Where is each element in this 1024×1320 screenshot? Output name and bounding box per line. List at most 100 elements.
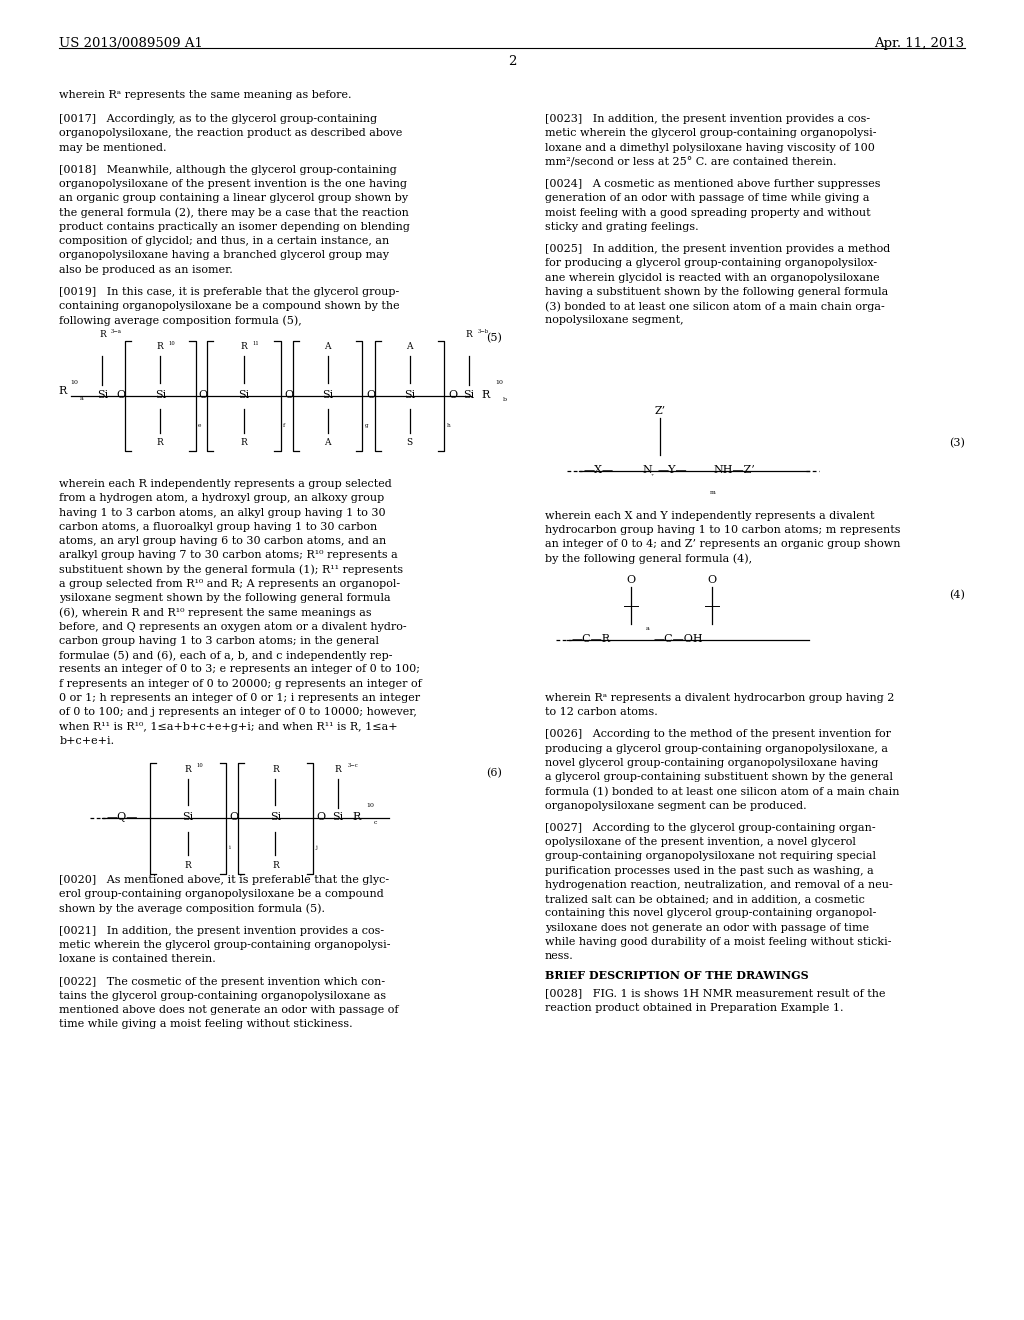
Text: Si: Si <box>464 389 474 400</box>
Text: O: O <box>117 389 125 400</box>
Text: Si: Si <box>404 389 415 400</box>
Text: [0020]   As mentioned above, it is preferable that the glyc-: [0020] As mentioned above, it is prefera… <box>59 875 389 886</box>
Text: aralkyl group having 7 to 30 carbon atoms; R¹⁰ represents a: aralkyl group having 7 to 30 carbon atom… <box>59 550 398 561</box>
Text: an organic group containing a linear glycerol group shown by: an organic group containing a linear gly… <box>59 193 409 203</box>
Text: b+c+e+i.: b+c+e+i. <box>59 735 115 746</box>
Text: of 0 to 100; and j represents an integer of 0 to 10000; however,: of 0 to 100; and j represents an integer… <box>59 708 417 717</box>
Text: 10: 10 <box>197 763 203 768</box>
Text: substituent shown by the general formula (1); R¹¹ represents: substituent shown by the general formula… <box>59 565 403 576</box>
Text: —Q—: —Q— <box>106 812 138 822</box>
Text: a: a <box>80 396 84 401</box>
Text: to 12 carbon atoms.: to 12 carbon atoms. <box>545 708 657 717</box>
Text: b: b <box>503 397 507 403</box>
Text: 3−a: 3−a <box>111 329 122 334</box>
Text: formulae (5) and (6), each of a, b, and c independently rep-: formulae (5) and (6), each of a, b, and … <box>59 651 393 661</box>
Text: A: A <box>325 342 331 351</box>
Text: composition of glycidol; and thus, in a certain instance, an: composition of glycidol; and thus, in a … <box>59 236 390 246</box>
Text: organopolysiloxane, the reaction product as described above: organopolysiloxane, the reaction product… <box>59 128 402 139</box>
Text: Z’: Z’ <box>655 405 666 416</box>
Text: R: R <box>481 389 489 400</box>
Text: (3) bonded to at least one silicon atom of a main chain orga-: (3) bonded to at least one silicon atom … <box>545 301 885 312</box>
Text: R: R <box>184 764 191 774</box>
Text: (5): (5) <box>485 333 502 343</box>
Text: following average composition formula (5),: following average composition formula (5… <box>59 315 302 326</box>
Text: for producing a glycerol group-containing organopolysilox-: for producing a glycerol group-containin… <box>545 259 877 268</box>
Text: wherein each R independently represents a group selected: wherein each R independently represents … <box>59 479 392 490</box>
Text: O: O <box>316 812 325 822</box>
Text: h: h <box>446 422 451 428</box>
Text: ane wherein glycidol is reacted with an organopolysiloxane: ane wherein glycidol is reacted with an … <box>545 272 880 282</box>
Text: metic wherein the glycerol group-containing organopolysi-: metic wherein the glycerol group-contain… <box>59 940 391 950</box>
Text: —X—: —X— <box>584 465 613 475</box>
Text: j: j <box>315 845 317 850</box>
Text: wherein Rᵃ represents the same meaning as before.: wherein Rᵃ represents the same meaning a… <box>59 90 352 100</box>
Text: R: R <box>352 812 360 822</box>
Text: R: R <box>157 342 164 351</box>
Text: US 2013/0089509 A1: US 2013/0089509 A1 <box>59 37 204 50</box>
Text: before, and Q represents an oxygen atom or a divalent hydro-: before, and Q represents an oxygen atom … <box>59 622 407 632</box>
Text: producing a glycerol group-containing organopolysiloxane, a: producing a glycerol group-containing or… <box>545 743 888 754</box>
Text: containing this novel glycerol group-containing organopol-: containing this novel glycerol group-con… <box>545 908 877 919</box>
Text: ysiloxane segment shown by the following general formula: ysiloxane segment shown by the following… <box>59 593 391 603</box>
Text: purification processes used in the past such as washing, a: purification processes used in the past … <box>545 866 873 875</box>
Text: hydrogenation reaction, neutralization, and removal of a neu-: hydrogenation reaction, neutralization, … <box>545 880 893 890</box>
Text: R: R <box>184 861 191 870</box>
Text: organopolysiloxane of the present invention is the one having: organopolysiloxane of the present invent… <box>59 180 408 189</box>
Text: novel glycerol group-containing organopolysiloxane having: novel glycerol group-containing organopo… <box>545 758 879 768</box>
Text: [0023]   In addition, the present invention provides a cos-: [0023] In addition, the present inventio… <box>545 115 870 124</box>
Text: O: O <box>285 389 293 400</box>
Text: wherein each X and Y independently represents a divalent: wherein each X and Y independently repre… <box>545 511 874 521</box>
Text: (6), wherein R and R¹⁰ represent the same meanings as: (6), wherein R and R¹⁰ represent the sam… <box>59 607 372 618</box>
Text: loxane is contained therein.: loxane is contained therein. <box>59 954 216 965</box>
Text: from a hydrogen atom, a hydroxyl group, an alkoxy group: from a hydrogen atom, a hydroxyl group, … <box>59 494 385 503</box>
Text: 2: 2 <box>508 55 516 69</box>
Text: c: c <box>374 820 377 825</box>
Text: f: f <box>283 422 285 428</box>
Text: hydrocarbon group having 1 to 10 carbon atoms; m represents: hydrocarbon group having 1 to 10 carbon … <box>545 525 900 535</box>
Text: O: O <box>229 812 238 822</box>
Text: O: O <box>367 389 375 400</box>
Text: organopolysiloxane segment can be produced.: organopolysiloxane segment can be produc… <box>545 801 806 810</box>
Text: i: i <box>228 845 230 850</box>
Text: Apr. 11, 2013: Apr. 11, 2013 <box>874 37 965 50</box>
Text: [0026]   According to the method of the present invention for: [0026] According to the method of the pr… <box>545 730 891 739</box>
Text: having 1 to 3 carbon atoms, an alkyl group having 1 to 30: having 1 to 3 carbon atoms, an alkyl gro… <box>59 508 386 517</box>
Text: O: O <box>708 574 716 585</box>
Text: Si: Si <box>239 389 249 400</box>
Text: R: R <box>241 342 247 351</box>
Text: a: a <box>646 626 650 631</box>
Text: A: A <box>407 342 413 351</box>
Text: nopolysiloxane segment,: nopolysiloxane segment, <box>545 315 683 325</box>
Text: g: g <box>365 422 369 428</box>
Text: O: O <box>199 389 207 400</box>
Text: a glycerol group-containing substituent shown by the general: a glycerol group-containing substituent … <box>545 772 893 783</box>
Text: NH—Z’: NH—Z’ <box>714 465 756 475</box>
Text: [0025]   In addition, the present invention provides a method: [0025] In addition, the present inventio… <box>545 244 890 253</box>
Text: by the following general formula (4),: by the following general formula (4), <box>545 553 752 564</box>
Text: containing organopolysiloxane be a compound shown by the: containing organopolysiloxane be a compo… <box>59 301 400 312</box>
Text: a group selected from R¹⁰ and R; A represents an organopol-: a group selected from R¹⁰ and R; A repre… <box>59 579 400 589</box>
Text: [0021]   In addition, the present invention provides a cos-: [0021] In addition, the present inventio… <box>59 925 385 936</box>
Text: —Y—: —Y— <box>657 465 687 475</box>
Text: carbon group having 1 to 3 carbon atoms; in the general: carbon group having 1 to 3 carbon atoms;… <box>59 636 379 645</box>
Text: time while giving a moist feeling without stickiness.: time while giving a moist feeling withou… <box>59 1019 353 1030</box>
Text: BRIEF DESCRIPTION OF THE DRAWINGS: BRIEF DESCRIPTION OF THE DRAWINGS <box>545 970 808 981</box>
Text: f represents an integer of 0 to 20000; g represents an integer of: f represents an integer of 0 to 20000; g… <box>59 678 422 689</box>
Text: (4): (4) <box>948 590 965 601</box>
Text: [0018]   Meanwhile, although the glycerol group-containing: [0018] Meanwhile, although the glycerol … <box>59 165 397 174</box>
Text: Si: Si <box>270 812 281 822</box>
Text: [0019]   In this case, it is preferable that the glycerol group-: [0019] In this case, it is preferable th… <box>59 286 399 297</box>
Text: the general formula (2), there may be a case that the reaction: the general formula (2), there may be a … <box>59 207 410 218</box>
Text: R: R <box>157 438 164 447</box>
Text: metic wherein the glycerol group-containing organopolysi-: metic wherein the glycerol group-contain… <box>545 128 877 139</box>
Text: carbon atoms, a fluoroalkyl group having 1 to 30 carbon: carbon atoms, a fluoroalkyl group having… <box>59 521 378 532</box>
Text: sticky and grating feelings.: sticky and grating feelings. <box>545 222 698 232</box>
Text: Si: Si <box>97 389 108 400</box>
Text: e: e <box>198 422 201 428</box>
Text: [0024]   A cosmetic as mentioned above further suppresses: [0024] A cosmetic as mentioned above fur… <box>545 180 881 189</box>
Text: product contains practically an isomer depending on blending: product contains practically an isomer d… <box>59 222 411 232</box>
Text: 3−b: 3−b <box>477 329 488 334</box>
Text: (6): (6) <box>485 768 502 779</box>
Text: also be produced as an isomer.: also be produced as an isomer. <box>59 264 233 275</box>
Text: R: R <box>99 330 105 339</box>
